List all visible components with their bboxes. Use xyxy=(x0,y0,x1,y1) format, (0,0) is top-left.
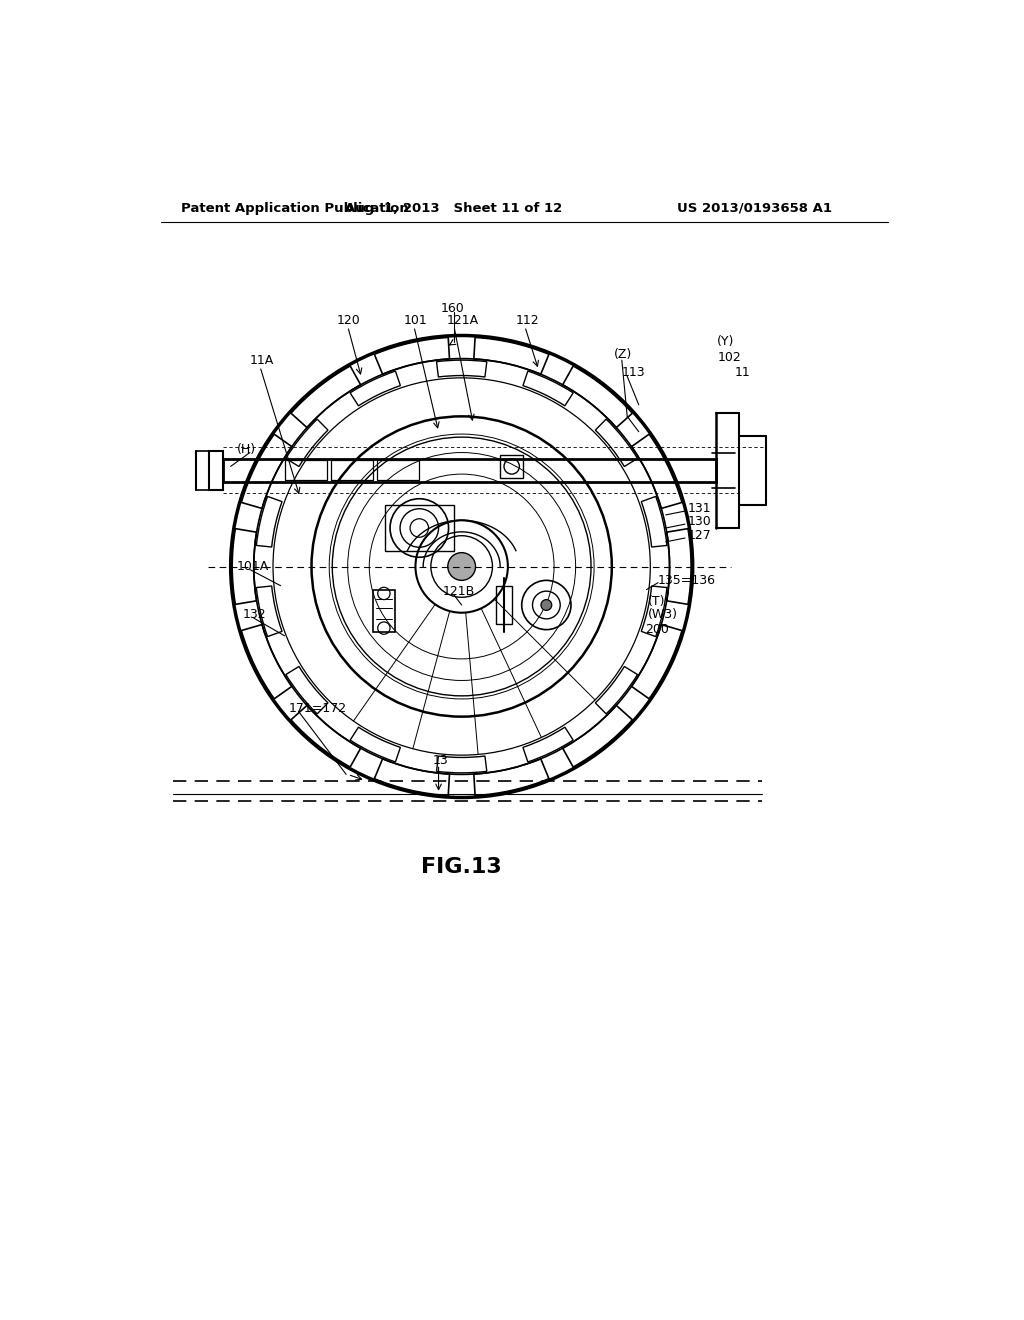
Text: (Z): (Z) xyxy=(614,348,633,362)
Bar xyxy=(209,451,223,490)
Text: 160: 160 xyxy=(441,302,465,315)
Text: 112: 112 xyxy=(515,314,540,326)
Bar xyxy=(285,461,327,480)
Text: FIG.13: FIG.13 xyxy=(421,857,502,876)
Text: 127: 127 xyxy=(687,529,711,543)
Text: 171=172: 171=172 xyxy=(289,702,346,715)
Text: 101: 101 xyxy=(403,314,428,326)
Text: US 2013/0193658 A1: US 2013/0193658 A1 xyxy=(677,202,831,215)
Bar xyxy=(331,461,373,480)
Text: 102: 102 xyxy=(717,351,741,363)
Text: 200: 200 xyxy=(645,623,669,636)
Text: 101A: 101A xyxy=(237,560,269,573)
Text: (Y): (Y) xyxy=(717,335,734,348)
Bar xyxy=(385,506,454,552)
Text: 11: 11 xyxy=(734,366,750,379)
Text: 120: 120 xyxy=(337,314,360,326)
Bar xyxy=(497,586,512,624)
Text: Aug. 1, 2013   Sheet 11 of 12: Aug. 1, 2013 Sheet 11 of 12 xyxy=(345,202,562,215)
Text: 13: 13 xyxy=(433,754,449,767)
Text: (H): (H) xyxy=(237,444,256,455)
Text: 121A: 121A xyxy=(446,314,478,326)
Bar xyxy=(223,459,716,482)
Bar xyxy=(373,590,394,632)
Text: 131: 131 xyxy=(687,502,711,515)
Bar xyxy=(377,461,419,480)
Text: 121B: 121B xyxy=(442,585,475,598)
Circle shape xyxy=(541,599,552,610)
Text: Patent Application Publication: Patent Application Publication xyxy=(180,202,409,215)
Circle shape xyxy=(447,553,475,581)
Text: 11A: 11A xyxy=(250,354,274,367)
Text: 130: 130 xyxy=(687,515,711,528)
Text: (W3): (W3) xyxy=(648,607,678,620)
Text: (T): (T) xyxy=(648,594,666,607)
Text: 113: 113 xyxy=(622,366,645,379)
Bar xyxy=(500,455,523,478)
Text: 135=136: 135=136 xyxy=(658,574,716,587)
Text: 132: 132 xyxy=(243,607,266,620)
